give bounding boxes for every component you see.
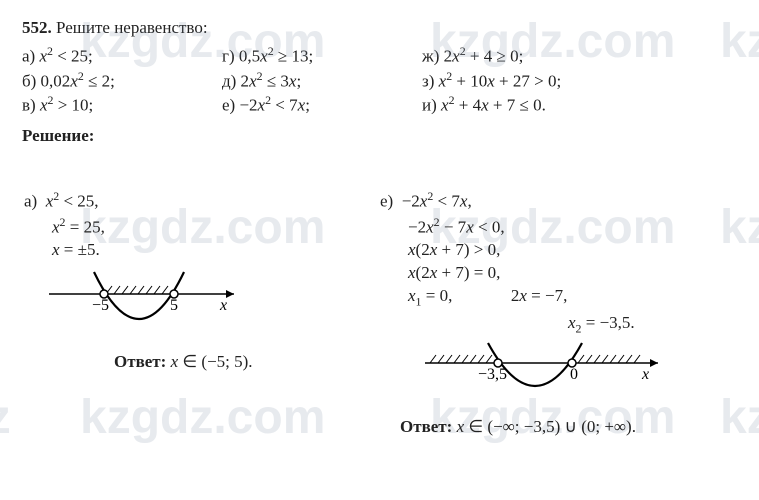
problem-number: 552.: [22, 18, 52, 37]
sol-e-line5: x1 = 0, 2x = −7,: [380, 286, 720, 309]
task-e: е) −2x2 < 7x;: [222, 93, 422, 116]
watermark: kzgdz.com: [80, 390, 325, 445]
axis-label-left: −5: [92, 297, 109, 314]
sol-e-line1: е) −2x2 < 7x,: [380, 189, 720, 212]
task-z: з) x2 + 10x + 27 > 0;: [422, 69, 682, 92]
answer-e: Ответ: x ∈ (−∞; −3,5) ∪ (0; +∞).: [380, 417, 720, 437]
task-zh: ж) 2x2 + 4 ≥ 0;: [422, 44, 682, 67]
problem-title: Решите неравенство:: [56, 18, 208, 37]
task-g: г) 0,5x2 ≥ 13;: [222, 44, 422, 67]
watermark: kz: [720, 200, 759, 255]
watermark: kz: [720, 390, 759, 445]
problem-header: 552. Решите неравенство:: [22, 18, 737, 38]
axis-label-right-e: 0: [570, 366, 578, 383]
solution-a: а) x2 < 25, x2 = 25, x = ±5. −5 5 x Отве…: [24, 186, 344, 372]
sol-e-line2: −2x2 − 7x < 0,: [380, 215, 720, 238]
sol-e-line3: x(2x + 7) > 0,: [380, 240, 720, 260]
axis-label-x: x: [219, 297, 227, 314]
task-v: в) x2 > 10;: [22, 93, 222, 116]
sol-a-line2: x2 = 25,: [24, 215, 344, 238]
parabola-graph-e: −3,5 0 x: [420, 339, 670, 411]
sol-e-line4: x(2x + 7) = 0,: [380, 263, 720, 283]
sol-a-line3: x = ±5.: [24, 240, 344, 260]
axis-label-left-e: −3,5: [478, 366, 507, 383]
solution-label: Решение:: [22, 126, 737, 146]
sol-a-line1: а) x2 < 25,: [24, 189, 344, 212]
solution-e: е) −2x2 < 7x, −2x2 − 7x < 0, x(2x + 7) >…: [380, 186, 720, 437]
task-a: а) x2 < 25;: [22, 44, 222, 67]
parabola-graph-a: −5 5 x: [44, 266, 244, 346]
sol-e-line6: x2 = −3,5.: [380, 313, 720, 336]
answer-a: Ответ: x ∈ (−5; 5).: [24, 352, 344, 372]
axis-label-x-e: x: [641, 366, 649, 383]
task-b: б) 0,02x2 ≤ 2;: [22, 69, 222, 92]
task-d: д) 2x2 ≤ 3x;: [222, 69, 422, 92]
axis-label-right: 5: [170, 297, 178, 314]
watermark: kz: [0, 390, 11, 445]
task-i: и) x2 + 4x + 7 ≤ 0.: [422, 93, 682, 116]
